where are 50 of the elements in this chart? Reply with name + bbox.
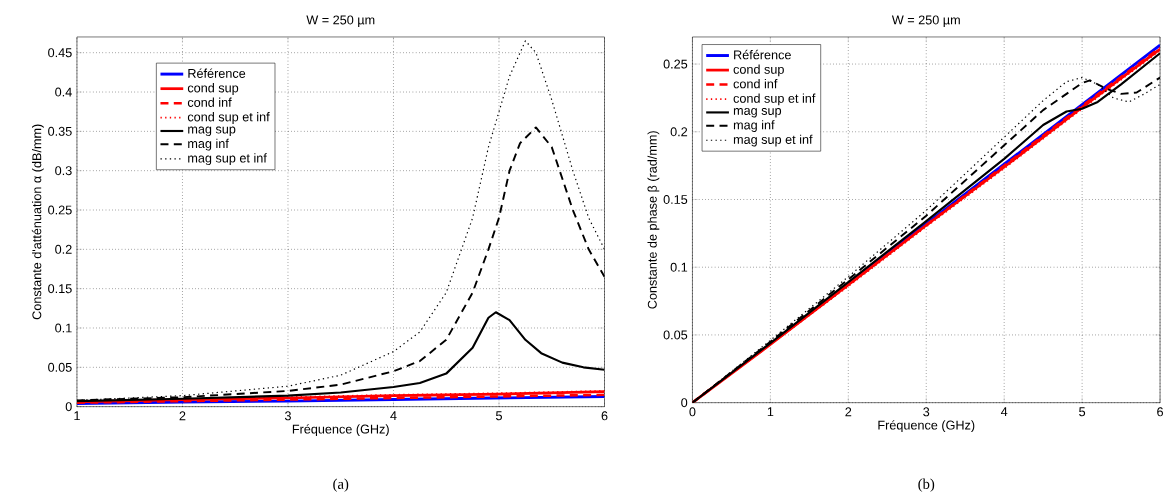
legend-label: cond sup et inf bbox=[187, 112, 270, 125]
y-tick-label: 0.05 bbox=[663, 330, 688, 340]
y-axis-title: Constante de phase β (rad/mm) bbox=[647, 131, 660, 309]
y-tick-label: 0.1 bbox=[55, 323, 72, 333]
legend-label: mag sup bbox=[188, 126, 236, 137]
y-tick-label: 0 bbox=[681, 398, 688, 408]
legend-label: cond sup bbox=[187, 83, 239, 96]
x-tick-label: 4 bbox=[390, 411, 397, 421]
text: (b) bbox=[918, 478, 935, 493]
legend-label: cond sup bbox=[733, 64, 784, 77]
legend-label: mag sup et inf bbox=[733, 134, 813, 147]
legend-label: mag inf bbox=[188, 138, 229, 151]
x-tick-label: 5 bbox=[1079, 407, 1086, 417]
x-tick-label: 1 bbox=[74, 411, 80, 421]
y-tick-label: 0.15 bbox=[663, 195, 688, 205]
x-tick-label: 2 bbox=[179, 411, 186, 421]
x-tick-label: 1 bbox=[767, 407, 774, 417]
y-tick-label: 0.05 bbox=[48, 363, 72, 373]
x-tick-label: 3 bbox=[284, 411, 291, 421]
x-tick-label: 6 bbox=[1157, 407, 1163, 417]
y-tick-label: 0.15 bbox=[48, 284, 72, 294]
y-tick-label: 0.4 bbox=[55, 87, 72, 97]
x-tick-label: 2 bbox=[845, 407, 852, 417]
y-tick-label: 0.25 bbox=[48, 205, 72, 215]
x-axis-title: Fréquence (GHz) bbox=[878, 420, 975, 433]
chart-title: W = 250 µm bbox=[306, 15, 375, 28]
legend-label: mag sup bbox=[733, 108, 782, 118]
legend-label: Référence bbox=[188, 68, 246, 79]
y-tick-label: 0.25 bbox=[663, 59, 688, 69]
chart-title: W = 250 µm bbox=[891, 15, 960, 28]
legend-label: mag sup et inf bbox=[188, 153, 267, 166]
legend-label: cond sup et inf bbox=[733, 93, 816, 106]
text: (a) bbox=[333, 478, 349, 493]
legend-label: Référence bbox=[734, 50, 791, 60]
x-tick-label: 4 bbox=[1000, 407, 1008, 417]
y-tick-label: 0.35 bbox=[48, 127, 72, 137]
x-tick-label: 3 bbox=[923, 407, 930, 417]
y-tick-label: 0.2 bbox=[55, 245, 72, 255]
x-tick-label: 5 bbox=[495, 411, 502, 421]
legend-label: cond inf bbox=[733, 79, 778, 89]
y-tick-label: 0.45 bbox=[48, 48, 72, 58]
x-tick-label: 0 bbox=[689, 407, 696, 417]
y-tick-label: 0.3 bbox=[55, 166, 72, 176]
y-axis-title: Constante d'atténuation α (dB/mm) bbox=[31, 124, 44, 320]
legend-label: cond inf bbox=[187, 97, 232, 108]
y-tick-label: 0.1 bbox=[670, 262, 688, 272]
y-tick-label: 0.2 bbox=[670, 127, 688, 137]
x-axis-title: Fréquence (GHz) bbox=[292, 424, 389, 437]
x-tick-label: 6 bbox=[601, 411, 608, 421]
legend-label: mag inf bbox=[733, 120, 775, 133]
